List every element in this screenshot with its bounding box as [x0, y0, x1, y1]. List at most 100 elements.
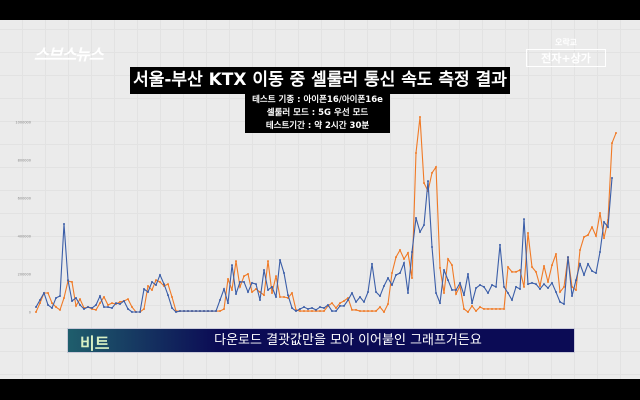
- data-point: [403, 257, 405, 260]
- data-point: [195, 310, 197, 313]
- data-point: [159, 273, 161, 276]
- chart-title: 서울-부산 KTX 이동 중 셀룰러 통신 속도 측정 결과: [130, 67, 510, 94]
- data-point: [551, 264, 553, 267]
- data-point: [355, 308, 357, 311]
- data-point: [275, 275, 277, 278]
- data-point: [439, 266, 441, 269]
- data-point: [415, 151, 417, 154]
- data-point: [535, 270, 537, 273]
- data-point: [579, 262, 581, 265]
- data-point: [171, 295, 173, 298]
- data-point: [207, 310, 209, 313]
- data-point: [583, 235, 585, 238]
- data-point: [75, 296, 77, 299]
- test-device: 테스트 기종 : 아이폰16/아이폰16e: [252, 95, 383, 105]
- data-point: [271, 285, 273, 288]
- data-point: [283, 295, 285, 298]
- data-point: [79, 298, 81, 301]
- data-point: [339, 304, 341, 307]
- data-point: [175, 311, 177, 313]
- data-point: [135, 311, 137, 313]
- data-point: [383, 311, 385, 313]
- data-point: [143, 307, 145, 310]
- data-point: [331, 302, 333, 305]
- data-point: [443, 292, 445, 294]
- data-point: [139, 311, 141, 313]
- data-point: [571, 295, 573, 298]
- data-point: [367, 310, 369, 313]
- data-point: [71, 299, 73, 302]
- data-point: [323, 307, 325, 310]
- data-point: [199, 310, 201, 313]
- data-point: [243, 275, 245, 278]
- data-point: [35, 311, 37, 313]
- data-point: [211, 310, 213, 313]
- data-point: [155, 284, 157, 287]
- data-point: [495, 285, 497, 288]
- data-point: [435, 292, 437, 294]
- data-point: [559, 291, 561, 294]
- data-point: [119, 303, 121, 306]
- data-point: [55, 306, 57, 309]
- data-point: [323, 310, 325, 313]
- data-point: [475, 287, 477, 290]
- data-point: [311, 307, 313, 310]
- data-point: [599, 250, 601, 253]
- data-point: [83, 307, 85, 310]
- data-point: [231, 264, 233, 267]
- data-point: [611, 177, 613, 180]
- data-point: [527, 231, 529, 234]
- cellular-mode: 셀룰러 모드 : 5G 우선 모드: [266, 108, 369, 118]
- y-tick-label: 600000: [18, 197, 31, 201]
- data-point: [479, 284, 481, 287]
- data-point: [495, 307, 497, 310]
- data-point: [455, 288, 457, 291]
- data-point: [599, 212, 601, 215]
- data-point: [247, 273, 249, 275]
- data-point: [547, 287, 549, 290]
- data-point: [295, 310, 297, 313]
- data-point: [407, 251, 409, 254]
- data-point: [555, 291, 557, 294]
- data-point: [143, 288, 145, 291]
- data-point: [183, 310, 185, 313]
- series-line-orange: [35, 116, 617, 314]
- data-point: [59, 308, 61, 311]
- data-point: [471, 304, 473, 307]
- data-point: [543, 265, 545, 268]
- data-point: [63, 296, 65, 299]
- data-point: [451, 288, 453, 291]
- data-point: [587, 234, 589, 237]
- data-point: [515, 285, 517, 288]
- data-point: [387, 303, 389, 306]
- data-point: [535, 283, 537, 286]
- data-point: [447, 279, 449, 282]
- data-point: [383, 284, 385, 287]
- data-point: [303, 306, 305, 309]
- data-point: [451, 264, 453, 267]
- data-point: [539, 288, 541, 291]
- data-point: [439, 302, 441, 305]
- speaker-tag: 비트: [68, 329, 218, 353]
- data-point: [307, 310, 309, 313]
- data-point: [63, 223, 65, 226]
- data-point: [483, 285, 485, 288]
- data-point: [563, 303, 565, 306]
- data-point: [155, 279, 157, 282]
- data-point: [587, 262, 589, 265]
- data-point: [603, 237, 605, 240]
- subtitle-caption: 비트 다운로드 결괏값만을 모아 이어붙인 그래프거든요: [67, 328, 575, 353]
- data-point: [423, 223, 425, 226]
- data-point: [355, 300, 357, 303]
- data-point: [55, 296, 57, 299]
- data-point: [471, 302, 473, 305]
- data-point: [303, 310, 305, 313]
- series-line-blue: [35, 178, 613, 313]
- data-point: [491, 307, 493, 310]
- program-logo-small: 오락교: [554, 38, 578, 47]
- data-point: [347, 299, 349, 302]
- data-point: [163, 283, 165, 286]
- letterbox-bottom: [0, 379, 640, 400]
- data-point: [407, 292, 409, 294]
- data-point: [219, 299, 221, 302]
